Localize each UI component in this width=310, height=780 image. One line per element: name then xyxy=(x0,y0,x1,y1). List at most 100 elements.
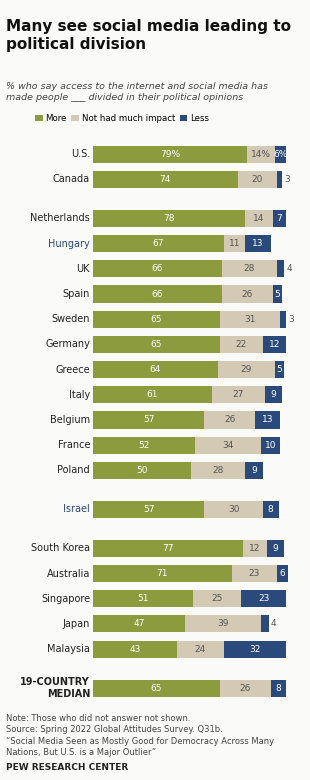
Bar xyxy=(222,261,277,278)
Text: 8: 8 xyxy=(268,505,274,514)
Text: 65: 65 xyxy=(151,683,162,693)
Text: 22: 22 xyxy=(236,340,247,349)
Bar xyxy=(191,462,245,479)
Text: 9: 9 xyxy=(273,544,278,553)
Text: 9: 9 xyxy=(251,466,257,475)
Bar xyxy=(93,210,245,227)
Text: 74: 74 xyxy=(160,175,171,184)
Bar xyxy=(177,640,224,658)
Bar xyxy=(93,310,220,328)
Text: UK: UK xyxy=(77,264,90,274)
Text: 29: 29 xyxy=(241,365,252,374)
Text: 5: 5 xyxy=(277,365,282,374)
Text: Germany: Germany xyxy=(45,339,90,349)
Text: 7: 7 xyxy=(277,214,282,223)
Text: 13: 13 xyxy=(262,416,273,424)
Text: Italy: Italy xyxy=(69,390,90,400)
Text: 61: 61 xyxy=(147,390,158,399)
Bar xyxy=(212,386,265,403)
Bar xyxy=(220,310,281,328)
Text: 11: 11 xyxy=(229,239,240,248)
Bar xyxy=(245,462,263,479)
Text: 27: 27 xyxy=(233,390,244,399)
Text: Canada: Canada xyxy=(53,175,90,184)
Bar xyxy=(195,437,261,454)
Bar xyxy=(93,386,212,403)
Text: U.S.: U.S. xyxy=(71,149,90,159)
Bar xyxy=(204,501,263,518)
Bar xyxy=(243,540,267,557)
Bar xyxy=(224,235,245,252)
Text: 31: 31 xyxy=(245,314,256,324)
Text: Spain: Spain xyxy=(63,289,90,299)
Text: 12: 12 xyxy=(250,544,261,553)
Bar xyxy=(93,361,218,378)
Bar xyxy=(261,615,269,633)
Text: 4: 4 xyxy=(286,264,292,273)
Text: 23: 23 xyxy=(248,569,260,578)
Bar xyxy=(93,437,195,454)
Bar xyxy=(263,336,286,353)
Bar xyxy=(93,261,222,278)
Text: 32: 32 xyxy=(250,644,261,654)
Text: Note: Those who did not answer not shown.
Source: Spring 2022 Global Attitudes S: Note: Those who did not answer not shown… xyxy=(6,714,274,757)
Bar xyxy=(93,235,224,252)
Bar xyxy=(93,565,232,582)
Text: Greece: Greece xyxy=(55,364,90,374)
Bar xyxy=(224,640,286,658)
Bar xyxy=(222,285,273,303)
Text: 28: 28 xyxy=(212,466,224,475)
Legend: More, Not had much impact, Less: More, Not had much impact, Less xyxy=(35,114,210,122)
Text: 79%: 79% xyxy=(160,150,180,159)
Text: Many see social media leading to
political division: Many see social media leading to politic… xyxy=(6,20,291,52)
Text: 64: 64 xyxy=(150,365,161,374)
Bar xyxy=(277,261,284,278)
Text: 26: 26 xyxy=(224,416,235,424)
Text: 57: 57 xyxy=(143,505,154,514)
Text: 12: 12 xyxy=(269,340,280,349)
Bar xyxy=(218,361,275,378)
Text: 65: 65 xyxy=(151,314,162,324)
Text: 52: 52 xyxy=(138,441,149,449)
Bar xyxy=(245,210,273,227)
Bar xyxy=(93,171,237,188)
Text: 14%: 14% xyxy=(251,150,271,159)
Text: 39: 39 xyxy=(217,619,228,629)
Text: 5: 5 xyxy=(275,289,281,299)
Bar xyxy=(232,565,277,582)
Bar xyxy=(247,146,275,163)
Text: France: France xyxy=(58,440,90,450)
Text: 66: 66 xyxy=(152,264,163,273)
Bar xyxy=(185,615,261,633)
Bar xyxy=(93,336,220,353)
Bar xyxy=(275,361,284,378)
Text: 71: 71 xyxy=(157,569,168,578)
Text: Poland: Poland xyxy=(57,466,90,475)
Bar xyxy=(93,501,204,518)
Text: 6%: 6% xyxy=(273,150,288,159)
Text: 67: 67 xyxy=(153,239,164,248)
Text: 65: 65 xyxy=(151,340,162,349)
Bar xyxy=(245,235,271,252)
Text: 3: 3 xyxy=(288,314,294,324)
Text: South Korea: South Korea xyxy=(31,544,90,553)
Bar xyxy=(273,210,286,227)
Bar xyxy=(93,462,191,479)
Bar xyxy=(261,437,281,454)
Bar xyxy=(273,285,282,303)
Bar xyxy=(93,285,222,303)
Text: Malaysia: Malaysia xyxy=(47,644,90,654)
Text: 47: 47 xyxy=(133,619,144,629)
Bar xyxy=(204,411,255,428)
Text: Hungary: Hungary xyxy=(48,239,90,249)
Text: Japan: Japan xyxy=(63,619,90,629)
Bar xyxy=(241,590,286,608)
Text: Singapore: Singapore xyxy=(41,594,90,604)
Bar xyxy=(220,679,271,697)
Text: 78: 78 xyxy=(163,214,175,223)
Text: 23: 23 xyxy=(258,594,270,603)
Bar xyxy=(93,590,193,608)
Bar xyxy=(277,565,288,582)
Bar xyxy=(265,386,282,403)
Text: 25: 25 xyxy=(211,594,223,603)
